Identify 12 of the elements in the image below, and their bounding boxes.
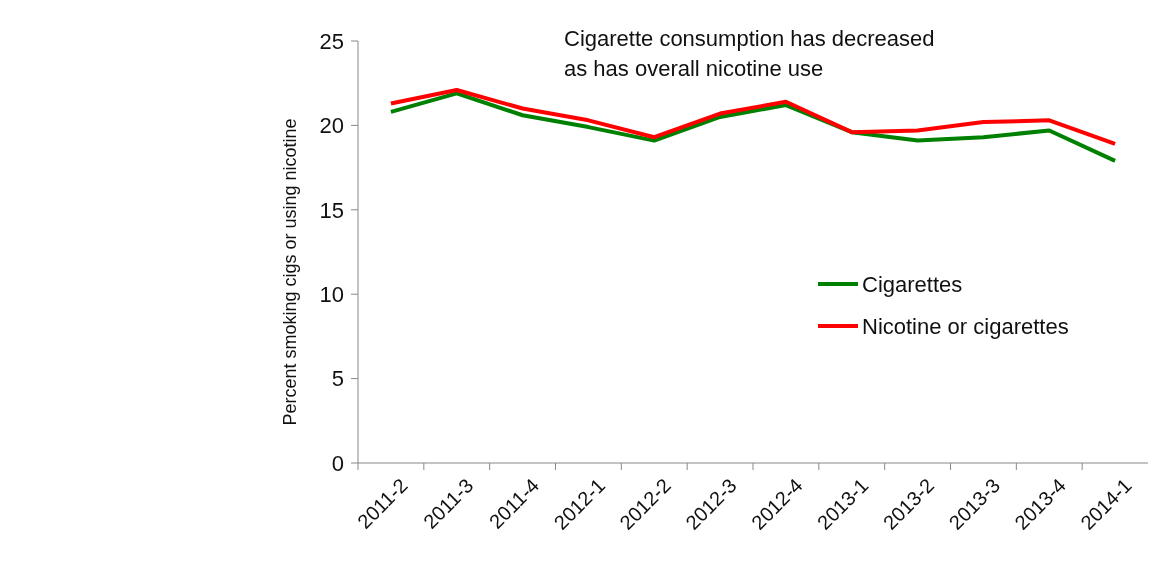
y-tick-label: 20 — [319, 113, 344, 139]
y-tick-label: 5 — [331, 366, 344, 392]
line-series — [388, 91, 1118, 163]
y-tick-label: 25 — [319, 28, 344, 54]
legend-label: Cigarettes — [862, 271, 963, 297]
y-tick-label: 10 — [319, 281, 344, 307]
line-series — [388, 87, 1118, 146]
y-axis-title: Percent smoking cigs or using nicotine — [280, 118, 300, 426]
y-tick-label: 15 — [319, 197, 344, 223]
legend-label: Nicotine or cigarettes — [862, 313, 1069, 339]
annotation: Cigarette consumption has decreased as has overall nicotine use — [564, 26, 935, 81]
y-tick-label: 0 — [331, 450, 344, 476]
